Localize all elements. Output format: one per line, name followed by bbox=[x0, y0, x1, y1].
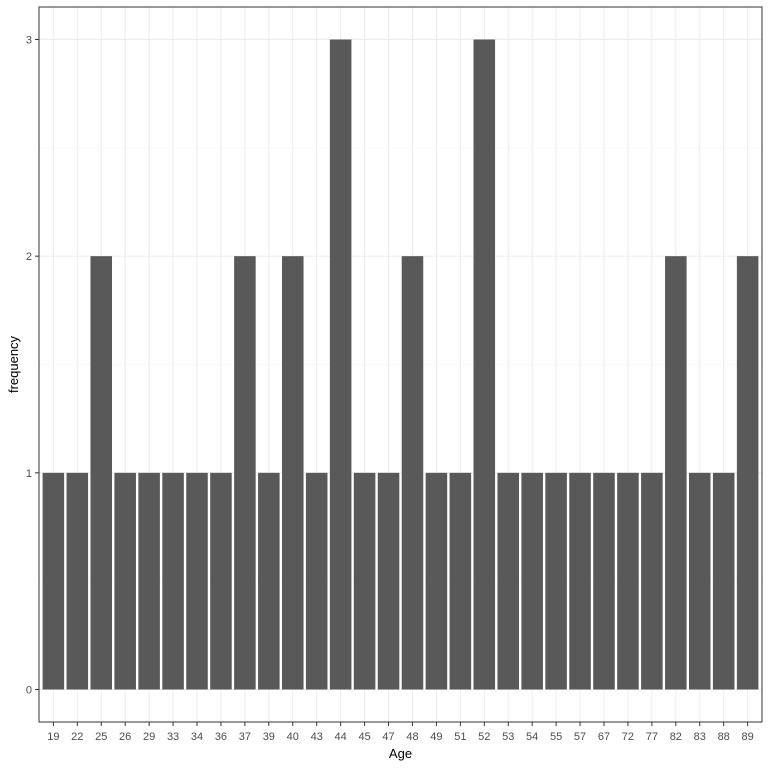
bars bbox=[42, 39, 759, 690]
bar-89 bbox=[736, 256, 759, 690]
x-tick-label: 25 bbox=[95, 731, 107, 743]
x-tick-label: 82 bbox=[670, 731, 682, 743]
x-tick-label: 19 bbox=[47, 731, 59, 743]
bar-54 bbox=[521, 472, 543, 690]
bar-45 bbox=[353, 472, 376, 690]
x-axis-title: Age bbox=[389, 746, 412, 761]
panel-border bbox=[38, 6, 763, 723]
bar-25 bbox=[90, 256, 113, 690]
y-tick-label: 0 bbox=[26, 685, 32, 697]
bar-34 bbox=[186, 472, 208, 690]
bar-44 bbox=[329, 39, 352, 690]
x-axis-ticks: 19 22 25 26 29 33 34 36 37 39 40 43 44 45 47 48 49 51 52 53… bbox=[47, 722, 754, 743]
x-tick-label: 47 bbox=[382, 731, 394, 743]
x-tick-label: 88 bbox=[718, 731, 730, 743]
bar-72 bbox=[617, 472, 639, 690]
x-tick-label: 48 bbox=[406, 731, 418, 743]
x-tick-label: 43 bbox=[311, 731, 323, 743]
x-tick-label: 36 bbox=[215, 731, 227, 743]
bar-26 bbox=[114, 472, 136, 690]
x-tick-label: 37 bbox=[239, 731, 251, 743]
bar-29 bbox=[138, 472, 160, 690]
x-tick-label: 45 bbox=[358, 731, 370, 743]
x-tick-label: 29 bbox=[143, 731, 155, 743]
x-tick-label: 55 bbox=[550, 731, 562, 743]
bar-48 bbox=[401, 256, 424, 690]
x-tick-label: 77 bbox=[646, 731, 658, 743]
bar-36 bbox=[210, 472, 232, 690]
bar-49 bbox=[425, 472, 448, 690]
bar-22 bbox=[66, 472, 89, 690]
x-tick-label: 53 bbox=[502, 731, 514, 743]
x-tick-label: 83 bbox=[694, 731, 706, 743]
x-tick-label: 39 bbox=[263, 731, 275, 743]
y-tick-label: 2 bbox=[26, 251, 32, 263]
bar-53 bbox=[497, 472, 520, 690]
bar-51 bbox=[449, 472, 472, 690]
bar-83 bbox=[688, 472, 711, 690]
bar-39 bbox=[258, 472, 280, 690]
x-tick-label: 72 bbox=[622, 731, 634, 743]
x-tick-label: 34 bbox=[191, 731, 203, 743]
bar-88 bbox=[712, 472, 735, 690]
y-tick-label: 1 bbox=[26, 468, 32, 480]
x-tick-label: 26 bbox=[119, 731, 131, 743]
x-tick-label: 52 bbox=[478, 731, 490, 743]
x-tick-label: 51 bbox=[454, 731, 466, 743]
x-tick-label: 89 bbox=[742, 731, 754, 743]
bar-37 bbox=[234, 256, 256, 690]
bar-43 bbox=[305, 472, 328, 690]
bar-47 bbox=[377, 472, 400, 690]
bar-19 bbox=[42, 472, 65, 690]
y-axis-ticks: 0 1 2 3 bbox=[26, 35, 39, 697]
x-tick-label: 57 bbox=[574, 731, 586, 743]
bar-52 bbox=[473, 39, 496, 690]
x-tick-label: 40 bbox=[287, 731, 299, 743]
x-tick-label: 22 bbox=[71, 731, 83, 743]
bar-33 bbox=[162, 472, 184, 690]
y-axis-title: frequency bbox=[6, 335, 21, 393]
x-tick-label: 44 bbox=[335, 731, 347, 743]
x-tick-label: 49 bbox=[430, 731, 442, 743]
x-tick-label: 54 bbox=[526, 731, 538, 743]
bar-67 bbox=[593, 472, 615, 690]
bar-55 bbox=[545, 472, 567, 690]
bar-40 bbox=[281, 256, 304, 690]
x-tick-label: 33 bbox=[167, 731, 179, 743]
x-tick-label: 67 bbox=[598, 731, 610, 743]
bar-57 bbox=[569, 472, 591, 690]
y-tick-label: 3 bbox=[26, 35, 32, 47]
bar-82 bbox=[665, 256, 687, 690]
bar-77 bbox=[641, 472, 663, 690]
